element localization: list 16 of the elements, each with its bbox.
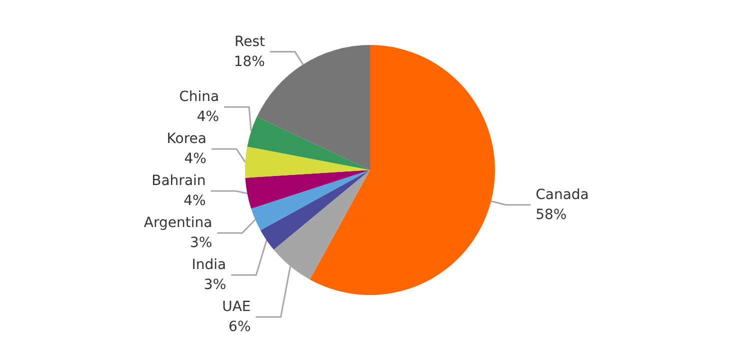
slice-label: UAE (222, 299, 251, 315)
data-label: 18% (234, 54, 265, 70)
data-label: 4% (184, 193, 206, 209)
data-label: 58% (536, 206, 567, 223)
slice-label: China (179, 89, 220, 105)
data-label: 3% (204, 277, 226, 293)
slice-label: Argentina (144, 215, 212, 231)
data-label: 6% (228, 319, 251, 335)
slice-label: Canada (536, 186, 589, 203)
data-label: 4% (184, 151, 206, 167)
slice-label: Bahrain (152, 173, 206, 189)
data-label: 4% (196, 109, 220, 125)
slice-label: Rest (234, 34, 266, 50)
slice-label: Korea (166, 131, 206, 147)
slice-label: India (192, 257, 226, 273)
data-label: 3% (190, 235, 212, 251)
